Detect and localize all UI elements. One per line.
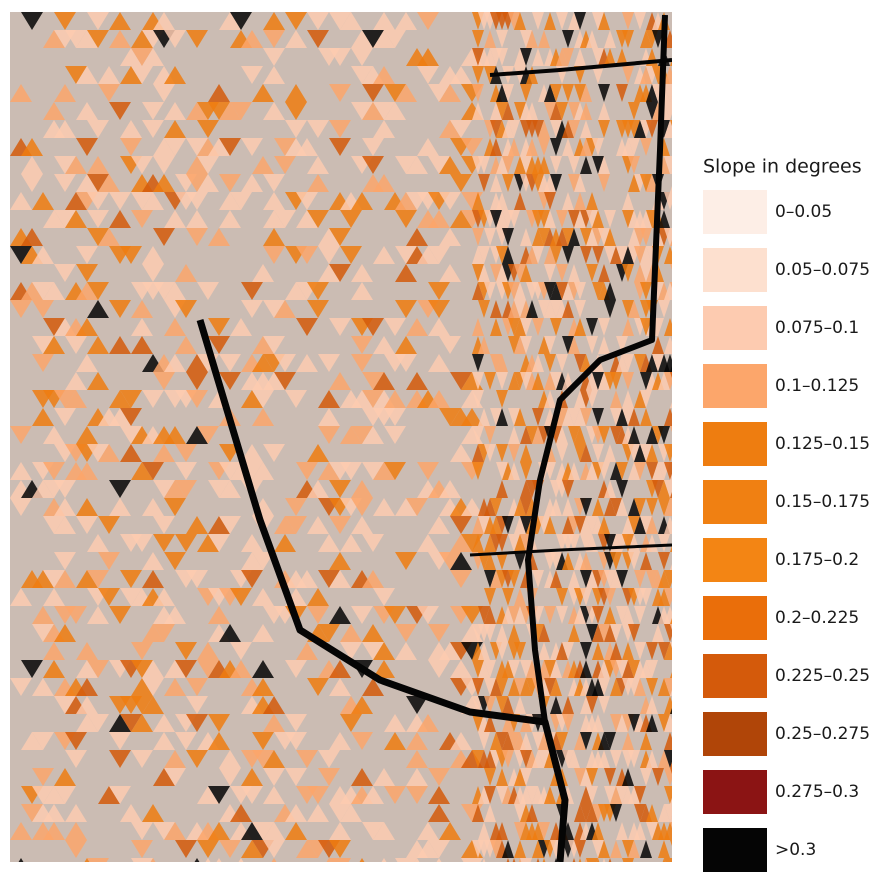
map-cell bbox=[131, 858, 153, 874]
legend: Slope in degrees 0–0.05 0.05–0.075 0.075–0… bbox=[703, 156, 870, 873]
page: Slope in degrees 0–0.05 0.05–0.075 0.075–0… bbox=[0, 0, 886, 874]
map-cell bbox=[87, 858, 109, 874]
legend-swatch bbox=[703, 828, 767, 872]
legend-title: Slope in degrees bbox=[703, 156, 862, 178]
legend-swatch bbox=[703, 306, 767, 350]
map-cell bbox=[586, 858, 598, 874]
map-cell bbox=[461, 858, 483, 874]
map-cell bbox=[520, 858, 532, 874]
legend-label: 0.125–0.15 bbox=[775, 434, 870, 454]
legend-swatch bbox=[703, 596, 767, 640]
legend-label: 0.175–0.2 bbox=[775, 550, 859, 570]
map-cell bbox=[329, 858, 351, 874]
legend-swatch bbox=[703, 538, 767, 582]
legend-label: >0.3 bbox=[775, 840, 816, 860]
legend-label: 0.075–0.1 bbox=[775, 318, 859, 338]
legend-label: 0.15–0.175 bbox=[775, 492, 870, 512]
legend-swatch bbox=[703, 248, 767, 292]
legend-swatch bbox=[703, 364, 767, 408]
legend-label: 0.1–0.125 bbox=[775, 376, 859, 396]
legend-label: 0.25–0.275 bbox=[775, 724, 870, 744]
legend-swatch bbox=[703, 190, 767, 234]
legend-swatch bbox=[703, 480, 767, 524]
legend-swatch bbox=[703, 422, 767, 466]
legend-label: 0.2–0.225 bbox=[775, 608, 859, 628]
legend-swatch bbox=[703, 654, 767, 698]
map-cell bbox=[622, 858, 634, 874]
legend-label: 0–0.05 bbox=[775, 202, 832, 222]
legend-swatch bbox=[703, 770, 767, 814]
legend-swatch bbox=[703, 712, 767, 756]
slope-map bbox=[10, 12, 682, 874]
legend-label: 0.05–0.075 bbox=[775, 260, 870, 280]
legend-label: 0.275–0.3 bbox=[775, 782, 859, 802]
map-cell bbox=[664, 858, 676, 874]
map-cell bbox=[395, 858, 417, 874]
legend-label: 0.225–0.25 bbox=[775, 666, 870, 686]
